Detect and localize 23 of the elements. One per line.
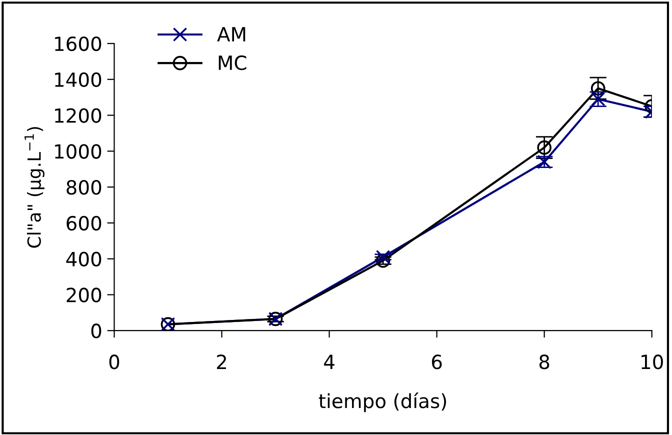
- y-tick-label: 200: [66, 288, 102, 302]
- x-tick-label: 2: [217, 354, 226, 369]
- y-tick-label: 600: [66, 216, 102, 231]
- y-tick-label: 0: [91, 324, 102, 338]
- x-tick-label: 0: [109, 354, 120, 370]
- y-tick-label: 400: [66, 252, 102, 266]
- y-tick-label: 1600: [55, 36, 102, 52]
- legend-label: AM: [217, 27, 246, 42]
- point: [376, 250, 390, 264]
- point: [376, 253, 390, 268]
- y-tick-label: 800: [66, 180, 102, 195]
- x-tick-label: 10: [642, 354, 663, 370]
- point: [590, 81, 606, 96]
- y-tick-label: 1000: [55, 144, 102, 159]
- x-axis-title: tiempo (días): [318, 392, 446, 412]
- y-tick-label: 1400: [55, 72, 102, 88]
- x-tick-label: 8: [539, 354, 550, 370]
- legend-label: MC: [218, 55, 246, 70]
- point: [537, 140, 552, 155]
- y-tick-label: 1200: [55, 108, 102, 123]
- x-tick-label: 6: [432, 354, 442, 370]
- y-axis-title: Cl"a" (µg.L$^{−1}$): [24, 127, 44, 248]
- x-tick-label: 4: [324, 354, 334, 369]
